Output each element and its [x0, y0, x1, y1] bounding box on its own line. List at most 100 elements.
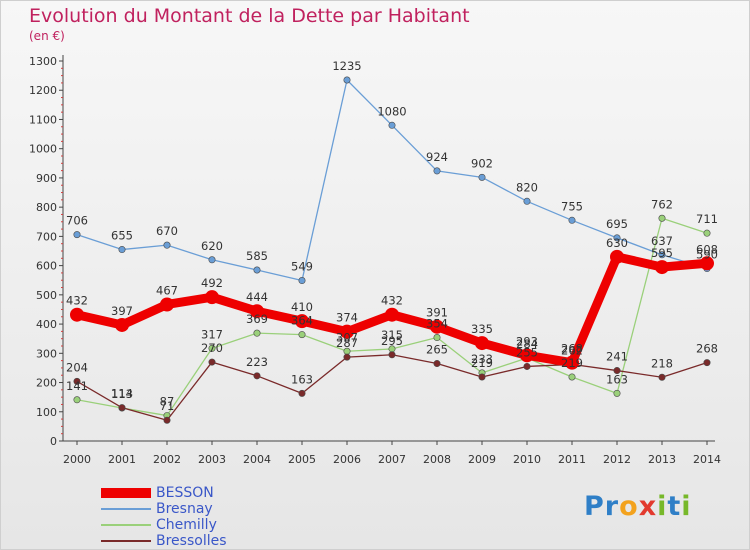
data-point [295, 314, 309, 329]
data-label: 549 [291, 260, 313, 274]
data-point [115, 317, 129, 332]
chart-title: Evolution du Montant de la Dette par Hab… [29, 5, 470, 27]
data-label: 284 [516, 337, 538, 351]
data-label: 219 [561, 356, 583, 370]
data-point [205, 290, 219, 305]
data-point [253, 372, 261, 380]
data-label: 762 [651, 197, 673, 211]
data-label: 595 [651, 246, 673, 260]
y-tick-label: 800 [36, 201, 57, 214]
legend-swatch [101, 508, 151, 510]
data-point [298, 389, 306, 397]
x-tick-label: 2011 [558, 453, 586, 466]
data-point [73, 231, 81, 239]
data-label: 1235 [332, 59, 361, 73]
data-label: 113 [111, 387, 133, 401]
data-point [298, 277, 306, 285]
data-point [430, 319, 444, 334]
data-point [703, 229, 711, 237]
y-tick-label: 700 [36, 230, 57, 243]
data-label: 265 [426, 343, 448, 357]
data-point [433, 334, 441, 342]
legend-label: Bresnay [156, 501, 213, 517]
data-point [160, 297, 174, 312]
data-label: 670 [156, 224, 178, 238]
legend-label: BESSON [156, 485, 214, 501]
data-label: 163 [606, 372, 628, 386]
data-point [655, 260, 669, 275]
x-tick-label: 2010 [513, 453, 541, 466]
x-tick-label: 2006 [333, 453, 361, 466]
logo-letter: i [657, 491, 668, 522]
y-tick-label: 400 [36, 318, 57, 331]
proxiti-logo: Proxiti [584, 491, 692, 522]
logo-letter: t [667, 491, 682, 522]
legend-label: Bressolles [156, 533, 227, 549]
data-label: 219 [471, 356, 493, 370]
data-label: 241 [606, 350, 628, 364]
data-point [70, 307, 84, 322]
data-label: 204 [66, 360, 88, 374]
data-point [568, 216, 576, 224]
legend-swatch [101, 488, 151, 498]
x-tick-label: 2002 [153, 453, 181, 466]
data-label: 141 [66, 379, 88, 393]
data-point [478, 173, 486, 181]
data-label: 374 [336, 311, 358, 325]
data-label: 410 [291, 300, 313, 314]
data-label: 585 [246, 249, 268, 263]
data-point [478, 373, 486, 381]
y-tick-label: 1000 [29, 143, 57, 156]
data-point [613, 234, 621, 242]
y-tick-label: 200 [36, 377, 57, 390]
data-label: 630 [606, 236, 628, 250]
x-tick-label: 2009 [468, 453, 496, 466]
data-label: 820 [516, 180, 538, 194]
data-label: 295 [381, 334, 403, 348]
data-point [163, 416, 171, 424]
x-tick-label: 2003 [198, 453, 226, 466]
data-label: 902 [471, 156, 493, 170]
data-label: 163 [291, 372, 313, 386]
data-label: 467 [156, 283, 178, 297]
data-point [565, 355, 579, 370]
data-point [523, 362, 531, 370]
data-point [388, 351, 396, 359]
legend-label: Chemilly [156, 517, 217, 533]
data-point [433, 167, 441, 175]
logo-letter: i [681, 491, 692, 522]
legend-item: Bressolles [101, 533, 227, 549]
data-label: 492 [201, 276, 223, 290]
y-tick-label: 1300 [29, 55, 57, 68]
data-label: 695 [606, 217, 628, 231]
logo-letter: o [619, 491, 639, 522]
data-point [658, 251, 666, 259]
data-label: 1080 [377, 104, 406, 118]
data-point [475, 336, 489, 351]
y-tick-label: 500 [36, 289, 57, 302]
data-point [73, 396, 81, 404]
data-label: 87 [160, 395, 175, 409]
y-tick-label: 600 [36, 260, 57, 273]
legend-swatch [101, 540, 151, 542]
data-label: 223 [246, 355, 268, 369]
legend-swatch [101, 524, 151, 526]
data-label: 307 [336, 330, 358, 344]
data-point [208, 358, 216, 366]
data-label: 270 [201, 341, 223, 355]
data-label: 369 [246, 312, 268, 326]
data-label: 317 [201, 327, 223, 341]
data-point [385, 307, 399, 322]
data-label: 637 [651, 234, 673, 248]
data-point [388, 121, 396, 129]
x-tick-label: 2012 [603, 453, 631, 466]
data-point [253, 266, 261, 274]
data-point [613, 389, 621, 397]
data-label: 287 [336, 336, 358, 350]
data-point [703, 359, 711, 367]
data-label: 71 [160, 399, 175, 413]
data-label: 354 [426, 317, 448, 331]
logo-letter: P [584, 491, 605, 522]
